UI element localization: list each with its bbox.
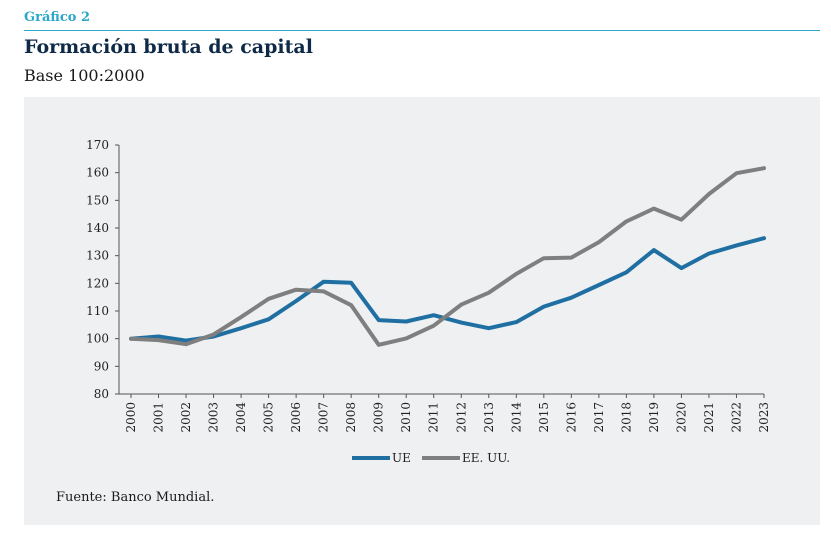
y-tick-label: 150 <box>86 193 109 207</box>
chart-title: Formación bruta de capital <box>24 36 313 58</box>
y-tick-label: 80 <box>94 387 109 401</box>
y-tick-label: 170 <box>86 138 109 152</box>
y-tick-label: 130 <box>86 249 109 263</box>
chart-panel: 80 90 100 110 120 130 140 150 160 170 2000 2001 2002… <box>24 97 820 525</box>
legend-label-ue: UE <box>392 451 411 465</box>
y-tick-label: 140 <box>86 221 109 235</box>
x-tick-label: 2021 <box>702 402 716 433</box>
header-rule <box>24 30 820 31</box>
series-line-ue <box>129 236 766 343</box>
y-tick-label: 100 <box>86 332 109 346</box>
x-tick-label: 2000 <box>124 402 138 433</box>
x-tick-label: 2002 <box>179 402 193 433</box>
x-tick-label: 2016 <box>564 402 578 433</box>
x-tick-label: 2023 <box>757 402 771 433</box>
x-tick-label: 2012 <box>454 402 468 433</box>
source-note: Fuente: Banco Mundial. <box>56 490 215 505</box>
x-tick-label: 2009 <box>372 402 386 433</box>
series-line-ee-uu <box>129 166 766 347</box>
x-tick-label: 2017 <box>592 402 606 433</box>
x-tick-label: 2019 <box>647 402 661 433</box>
x-tick-label: 2008 <box>344 402 358 433</box>
chart-subtitle: Base 100:2000 <box>24 66 145 85</box>
x-tick-label: 2013 <box>482 402 496 433</box>
x-tick-label: 2004 <box>234 402 248 433</box>
x-tick-label: 2005 <box>262 402 276 433</box>
y-tick-label: 160 <box>86 166 109 180</box>
x-tick-label: 2003 <box>207 402 221 433</box>
legend-label-ee-uu: EE. UU. <box>462 451 510 465</box>
figure-label: Gráfico 2 <box>24 10 90 25</box>
y-tick-label: 120 <box>86 276 109 290</box>
x-tick-label: 2001 <box>152 402 166 433</box>
y-tick-label: 90 <box>94 359 109 373</box>
x-tick-label: 2010 <box>399 402 413 433</box>
line-chart: 80 90 100 110 120 130 140 150 160 170 2000 2001 2002… <box>86 138 771 465</box>
x-tick-label: 2011 <box>427 402 441 433</box>
x-tick-label: 2006 <box>289 402 303 433</box>
x-tick-label: 2022 <box>729 402 743 433</box>
x-tick-label: 2015 <box>537 402 551 433</box>
x-tick-label: 2018 <box>619 402 633 433</box>
x-tick-label: 2007 <box>317 402 331 433</box>
y-tick-label: 110 <box>86 304 109 318</box>
x-tick-label: 2014 <box>509 402 523 433</box>
x-tick-label: 2020 <box>674 402 688 433</box>
